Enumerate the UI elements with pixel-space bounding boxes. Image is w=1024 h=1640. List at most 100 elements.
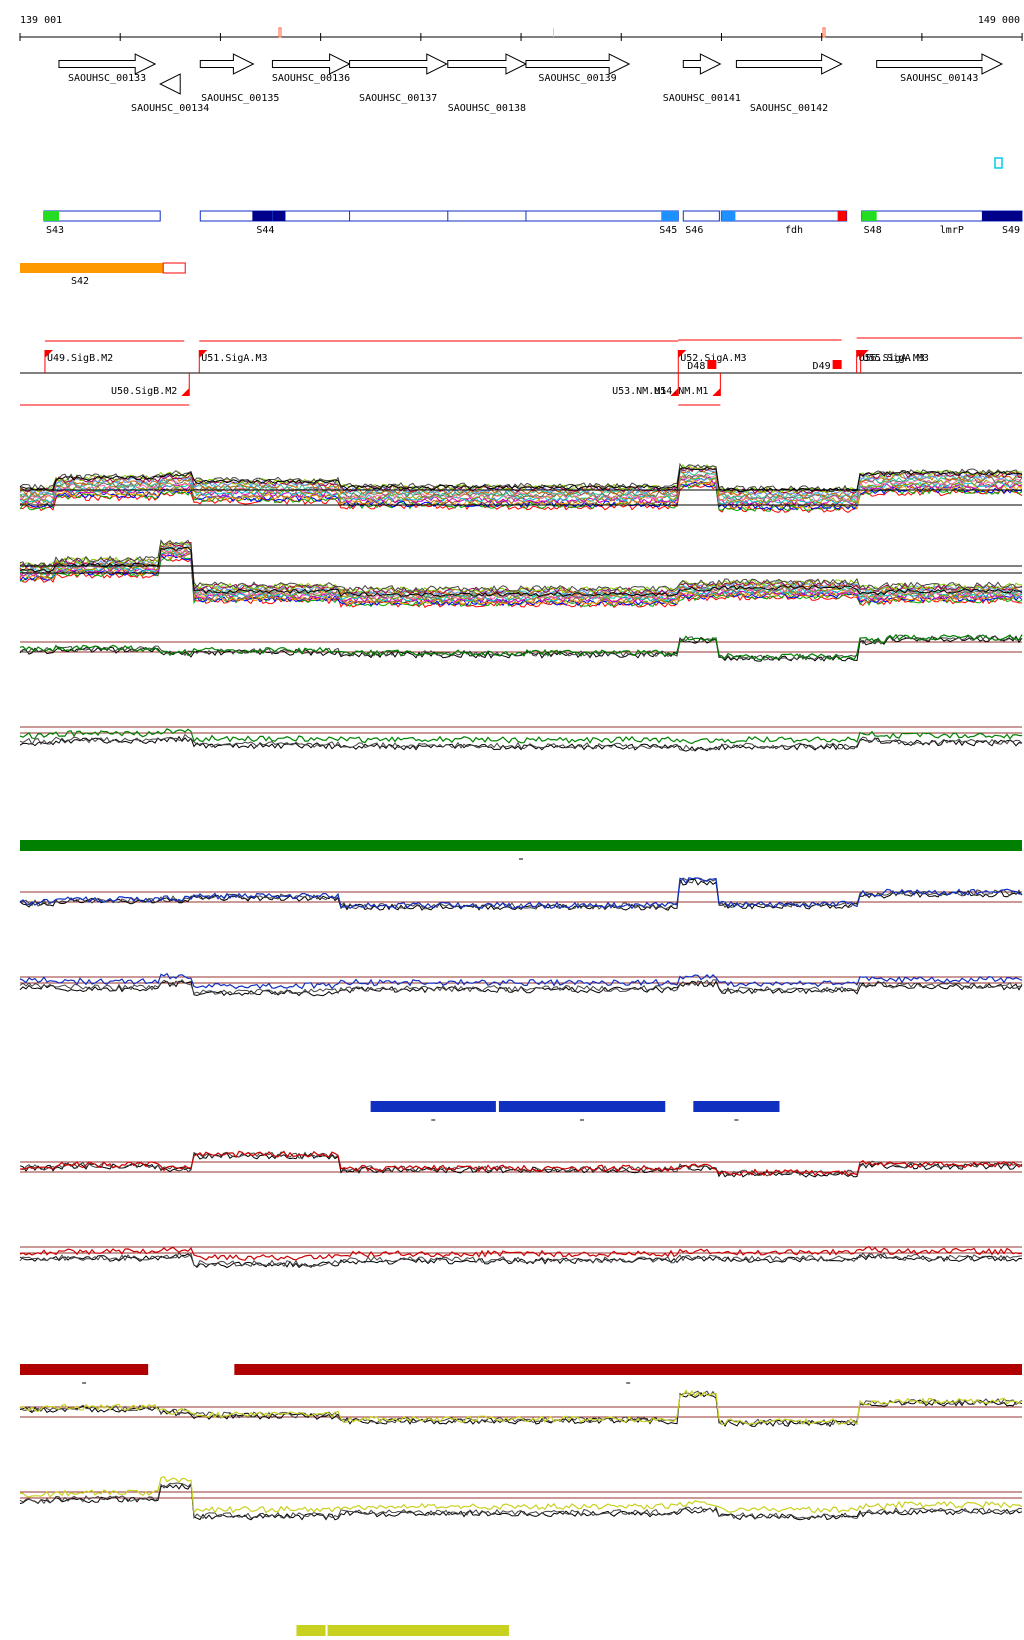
s42-label: S42 — [71, 276, 89, 287]
expression-profiles — [19, 462, 1023, 1521]
segment-label: S44 — [256, 225, 274, 236]
gene-arrow-icon — [271, 53, 351, 75]
condition-bar — [327, 1625, 509, 1636]
gene-label: SAOUHSC_00139 — [538, 73, 616, 84]
terminator-label: D48 — [687, 361, 705, 372]
axis-marker — [278, 27, 282, 38]
promoter-flag-icon — [181, 388, 190, 396]
segment-tail — [981, 211, 1022, 221]
gene-arrow-icon — [525, 53, 631, 75]
segment-body — [199, 210, 679, 222]
gene-arrow-icon — [58, 53, 157, 75]
terminator-icon — [832, 360, 842, 369]
profile-line — [19, 733, 1023, 751]
segment-gene-name: lmrP — [940, 225, 964, 236]
gene-label: SAOUHSC_00133 — [68, 73, 146, 84]
segment-body — [682, 210, 720, 222]
promoter-flag-icon — [44, 350, 53, 358]
profile-line — [19, 1475, 1023, 1514]
profile-line — [19, 735, 1023, 752]
s42-bar — [20, 263, 164, 273]
gene-label: SAOUHSC_00134 — [131, 103, 209, 114]
segment-head — [721, 211, 736, 221]
profile-line — [20, 877, 1023, 910]
promoter-label: U56.SigA.M3 — [859, 353, 925, 364]
profile-line — [19, 633, 1023, 661]
profile-line — [19, 1389, 1023, 1426]
segment-label: S48 — [864, 225, 882, 236]
profile-line — [19, 979, 1023, 995]
profile-line — [19, 462, 1023, 493]
condition-bar — [693, 1101, 780, 1112]
promoter-label: U55.SigA.M3 — [863, 353, 929, 364]
profile-line — [19, 972, 1023, 990]
profile-line — [19, 1392, 1023, 1428]
gene-label: SAOUHSC_00135 — [201, 93, 279, 104]
promoter-label: U50.SigB.M2 — [111, 386, 177, 397]
gene-label: SAOUHSC_00136 — [272, 73, 350, 84]
profile-line — [19, 553, 1023, 607]
condition-tracks — [20, 840, 1022, 1636]
profile-line — [19, 466, 1023, 493]
segment-body — [720, 210, 848, 222]
axis-end-label: 149 000 — [978, 15, 1020, 26]
gene-arrow-icon — [876, 53, 1004, 75]
profile-line — [19, 1152, 1023, 1178]
segment-label: S43 — [46, 225, 64, 236]
condition-bar — [370, 1101, 496, 1112]
segment-label: S46 — [685, 225, 703, 236]
axis-start-label: 139 001 — [20, 15, 62, 26]
profile-line — [19, 1253, 1023, 1269]
coordinate-axis: 139 001 149 000 — [19, 15, 1023, 41]
promoter-label: U53.NM.M1 — [612, 386, 666, 397]
profile-line — [19, 539, 1022, 593]
profile-line — [19, 728, 1023, 745]
profile-line — [19, 476, 1023, 507]
gene-arrow-icon — [349, 53, 448, 75]
promoter-label: U51.SigA.M3 — [201, 353, 267, 364]
gene-label: SAOUHSC_00141 — [663, 93, 741, 104]
condition-bar — [20, 840, 1022, 851]
segment-head — [43, 211, 59, 221]
segment-label: S45 — [659, 225, 677, 236]
axis-ticks — [19, 33, 1023, 41]
gene-label: SAOUHSC_00143 — [900, 73, 978, 84]
segment-tail — [837, 211, 847, 221]
segment-head — [661, 211, 679, 221]
gene-arrow-icon — [735, 53, 843, 75]
segment-track: S43 S44 S45 S46 fdh S48 lmrP S49 — [43, 210, 1023, 236]
gene-arrow-icon — [682, 53, 722, 75]
terminator-label: D49 — [813, 361, 831, 372]
profile-line — [19, 635, 1023, 662]
segment-body — [43, 210, 161, 222]
promoter-flag-icon — [199, 350, 208, 358]
segment-label: S49 — [1002, 225, 1020, 236]
segment-head — [252, 211, 286, 221]
gene-arrow-icon — [447, 53, 528, 75]
promoter-flag-icon — [712, 388, 721, 396]
terminator-icon — [707, 360, 717, 369]
promoter-label: U52.SigA.M3 — [680, 353, 746, 364]
profile-line — [19, 540, 1023, 594]
s42-track: S42 — [20, 262, 186, 287]
condition-bar — [234, 1364, 1022, 1375]
condition-bar — [20, 1364, 149, 1375]
profile-line — [19, 473, 1023, 502]
profile-line — [19, 1245, 1023, 1261]
profile-line — [19, 1482, 1023, 1520]
gene-label: SAOUHSC_00142 — [750, 103, 828, 114]
promoter-flag-icon — [860, 350, 869, 358]
profile-line — [19, 542, 1023, 596]
s42-box — [162, 262, 186, 274]
axis-marker — [822, 27, 826, 38]
profile-line — [19, 1251, 1023, 1268]
profile-line — [19, 876, 1023, 910]
segment-gene-name: fdh — [785, 225, 803, 236]
cyan-marker-icon — [994, 157, 1003, 169]
profile-line — [19, 546, 1023, 598]
gene-arrow-icon — [199, 53, 255, 75]
promoter-label: U54.NM.M1 — [654, 386, 708, 397]
profile-line — [19, 1482, 1023, 1521]
